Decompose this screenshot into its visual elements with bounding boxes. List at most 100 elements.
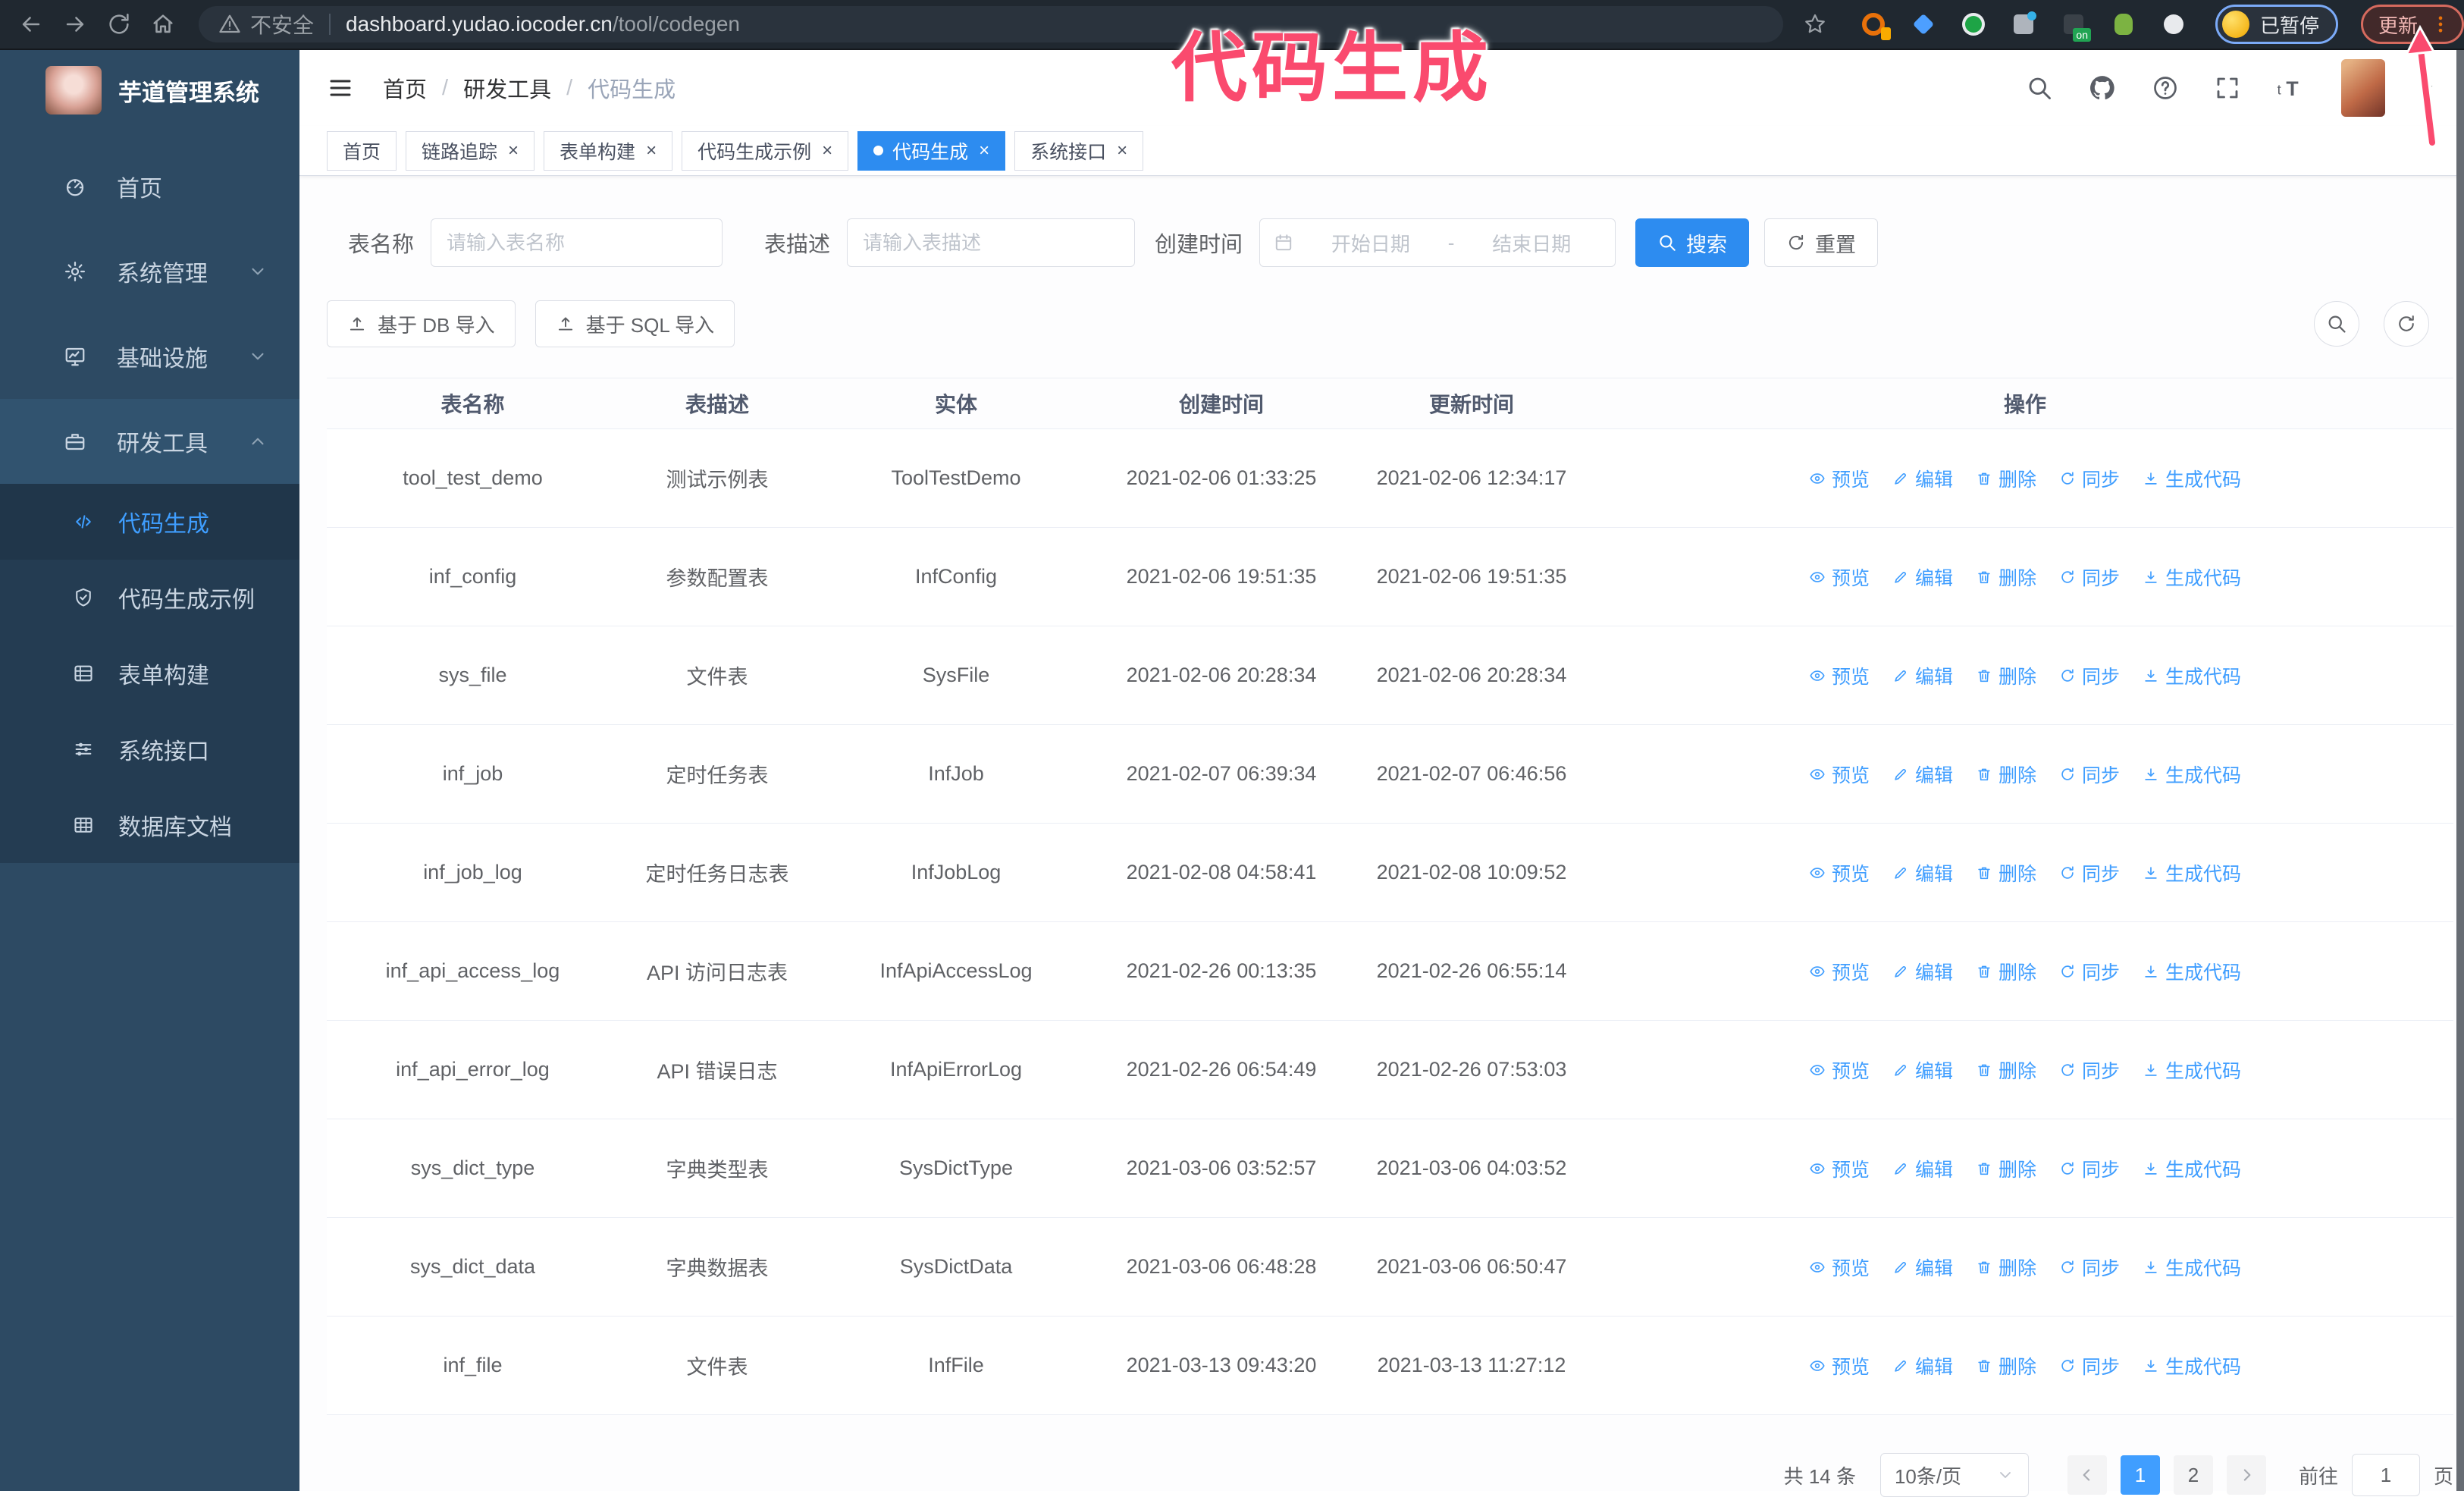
search-button[interactable]: 搜索	[1635, 218, 1750, 267]
action-eye-link[interactable]: 预览	[1809, 1155, 1870, 1182]
tab-3[interactable]: 代码生成示例 ×	[682, 130, 849, 171]
avatar-caret-icon[interactable]	[2420, 80, 2437, 96]
sidebar-item-2[interactable]: 基础设施	[0, 314, 299, 399]
action-edit-link[interactable]: 编辑	[1892, 1254, 1953, 1281]
action-eye-link[interactable]: 预览	[1809, 1352, 1870, 1379]
action-eye-link[interactable]: 预览	[1809, 958, 1870, 985]
action-edit-link[interactable]: 编辑	[1892, 1352, 1953, 1379]
action-download-link[interactable]: 生成代码	[2143, 1155, 2241, 1182]
blue-gem-extension-icon[interactable]	[1912, 13, 1935, 36]
github-icon[interactable]	[2088, 74, 2117, 102]
sidebar-subitem-2[interactable]: 表单构建	[0, 636, 299, 711]
action-download-link[interactable]: 生成代码	[2143, 761, 2241, 788]
action-delete-link[interactable]: 删除	[1976, 563, 2036, 591]
user-avatar[interactable]	[2341, 59, 2385, 117]
profile-paused-chip[interactable]: 已暂停	[2215, 5, 2338, 44]
import-db-button[interactable]: 基于 DB 导入	[327, 300, 516, 347]
grid-extension-icon[interactable]	[2012, 13, 2035, 36]
action-sync-link[interactable]: 同步	[2059, 859, 2120, 887]
browser-home-icon[interactable]	[150, 11, 176, 37]
action-edit-link[interactable]: 编辑	[1892, 1155, 1953, 1182]
action-sync-link[interactable]: 同步	[2059, 1254, 2120, 1281]
action-sync-link[interactable]: 同步	[2059, 1056, 2120, 1084]
puzzle-extension-icon[interactable]	[2162, 13, 2185, 36]
green-figure-extension-icon[interactable]	[2112, 13, 2135, 36]
dark-on-extension-icon[interactable]	[2062, 13, 2085, 36]
sidebar-item-3[interactable]: 研发工具	[0, 399, 299, 484]
action-sync-link[interactable]: 同步	[2059, 662, 2120, 689]
sidebar-item-1[interactable]: 系统管理	[0, 229, 299, 314]
action-delete-link[interactable]: 删除	[1976, 859, 2036, 887]
hamburger-icon[interactable]	[327, 74, 354, 102]
bookmark-star-icon[interactable]	[1803, 12, 1827, 36]
action-delete-link[interactable]: 删除	[1976, 761, 2036, 788]
tab-4[interactable]: 代码生成 ×	[857, 130, 1006, 171]
action-eye-link[interactable]: 预览	[1809, 465, 1870, 492]
sidebar-subitem-1[interactable]: 代码生成示例	[0, 560, 299, 636]
toggle-search-button[interactable]	[2314, 301, 2359, 347]
browser-back-icon[interactable]	[18, 11, 44, 37]
sidebar-subitem-4[interactable]: 数据库文档	[0, 787, 299, 863]
browser-menu-dots-icon[interactable]	[2430, 14, 2451, 35]
action-delete-link[interactable]: 删除	[1976, 1056, 2036, 1084]
font-size-icon[interactable]	[2276, 73, 2306, 103]
start-date-placeholder[interactable]: 开始日期	[1331, 232, 1410, 256]
prev-page-button[interactable]	[2067, 1455, 2107, 1495]
green-check-extension-icon[interactable]	[1961, 13, 1985, 36]
address-bar[interactable]: 不安全 dashboard.yudao.iocoder.cn/tool/code…	[199, 6, 1783, 42]
action-download-link[interactable]: 生成代码	[2143, 859, 2241, 887]
refresh-table-button[interactable]	[2384, 301, 2429, 347]
action-download-link[interactable]: 生成代码	[2143, 465, 2241, 492]
reset-button[interactable]: 重置	[1764, 218, 1879, 267]
page-size-select[interactable]: 10条/页	[1879, 1453, 2029, 1497]
sidebar-item-0[interactable]: 首页	[0, 144, 299, 229]
tab-1[interactable]: 链路追踪 ×	[406, 130, 535, 171]
action-sync-link[interactable]: 同步	[2059, 1352, 2120, 1379]
table-desc-input[interactable]	[847, 218, 1136, 267]
import-sql-button[interactable]: 基于 SQL 导入	[534, 300, 735, 347]
action-edit-link[interactable]: 编辑	[1892, 859, 1953, 887]
logo-row[interactable]: 芋道管理系统	[0, 50, 299, 130]
action-download-link[interactable]: 生成代码	[2143, 1056, 2241, 1084]
action-download-link[interactable]: 生成代码	[2143, 958, 2241, 985]
fullscreen-icon[interactable]	[2214, 74, 2241, 102]
action-delete-link[interactable]: 删除	[1976, 958, 2036, 985]
action-delete-link[interactable]: 删除	[1976, 662, 2036, 689]
tab-close-icon[interactable]: ×	[646, 140, 657, 161]
action-edit-link[interactable]: 编辑	[1892, 662, 1953, 689]
next-page-button[interactable]	[2226, 1455, 2266, 1495]
action-edit-link[interactable]: 编辑	[1892, 563, 1953, 591]
sidebar-subitem-3[interactable]: 系统接口	[0, 711, 299, 787]
action-edit-link[interactable]: 编辑	[1892, 1056, 1953, 1084]
page-button-1[interactable]: 1	[2120, 1455, 2160, 1495]
date-range-picker[interactable]: 开始日期 - 结束日期	[1259, 218, 1616, 267]
action-download-link[interactable]: 生成代码	[2143, 662, 2241, 689]
action-download-link[interactable]: 生成代码	[2143, 563, 2241, 591]
browser-update-button[interactable]: 更新	[2361, 5, 2464, 44]
action-edit-link[interactable]: 编辑	[1892, 465, 1953, 492]
action-download-link[interactable]: 生成代码	[2143, 1254, 2241, 1281]
action-sync-link[interactable]: 同步	[2059, 1155, 2120, 1182]
search-icon[interactable]	[2026, 74, 2053, 102]
action-sync-link[interactable]: 同步	[2059, 958, 2120, 985]
action-eye-link[interactable]: 预览	[1809, 563, 1870, 591]
action-download-link[interactable]: 生成代码	[2143, 1352, 2241, 1379]
tab-close-icon[interactable]: ×	[822, 140, 833, 161]
action-delete-link[interactable]: 删除	[1976, 1155, 2036, 1182]
tab-5[interactable]: 系统接口 ×	[1014, 130, 1144, 171]
action-eye-link[interactable]: 预览	[1809, 1254, 1870, 1281]
action-delete-link[interactable]: 删除	[1976, 1254, 2036, 1281]
page-button-2[interactable]: 2	[2173, 1455, 2213, 1495]
tab-close-icon[interactable]: ×	[1117, 140, 1128, 161]
orange-ring-extension-icon[interactable]	[1861, 13, 1885, 36]
tab-close-icon[interactable]: ×	[979, 140, 990, 161]
tab-0[interactable]: 首页	[327, 130, 397, 171]
tab-2[interactable]: 表单构建 ×	[544, 130, 673, 171]
action-delete-link[interactable]: 删除	[1976, 465, 2036, 492]
browser-forward-icon[interactable]	[62, 11, 88, 37]
breadcrumb-dev-tools[interactable]: 研发工具	[463, 78, 552, 102]
goto-page-input[interactable]	[2351, 1454, 2420, 1496]
window-scrollbar[interactable]	[2456, 50, 2464, 1491]
end-date-placeholder[interactable]: 结束日期	[1492, 232, 1572, 256]
breadcrumb-home[interactable]: 首页	[383, 78, 428, 102]
